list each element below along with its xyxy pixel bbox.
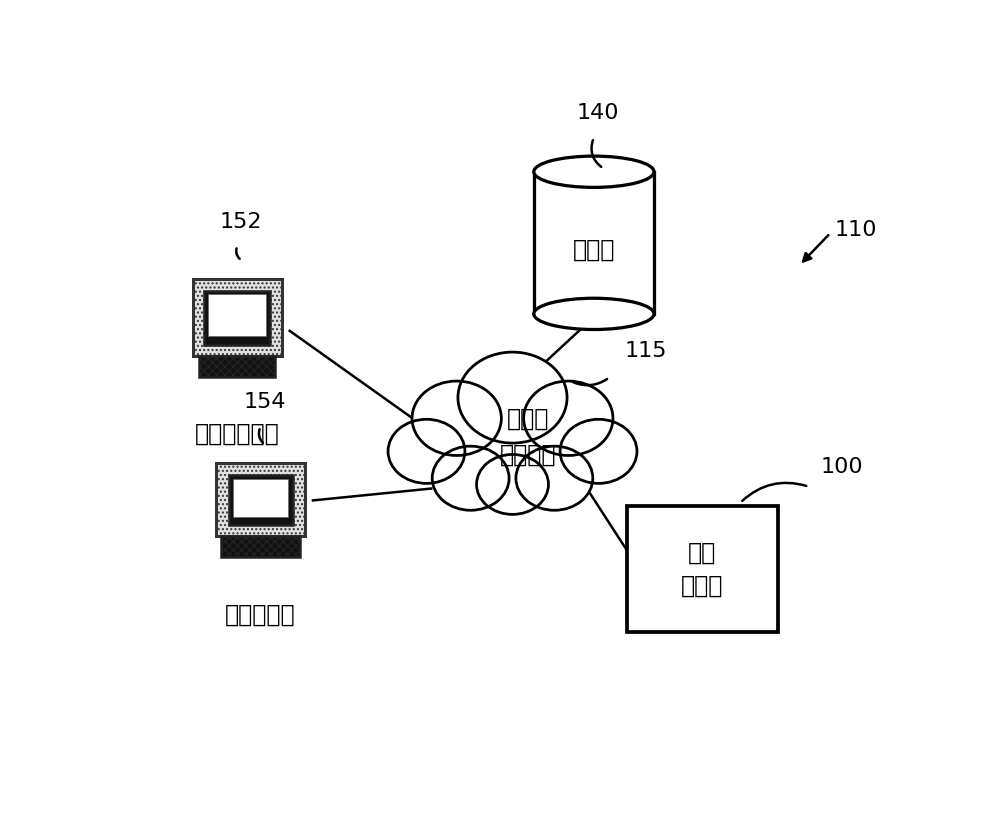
Text: 数据库: 数据库 [573, 237, 615, 261]
Bar [221, 536, 300, 557]
Bar [199, 357, 275, 377]
Ellipse shape [534, 298, 654, 330]
Text: 100: 100 [821, 457, 863, 477]
Text: 152: 152 [220, 211, 262, 232]
Ellipse shape [534, 156, 654, 187]
Text: 154: 154 [243, 393, 286, 413]
Bar [193, 279, 282, 357]
Circle shape [432, 446, 509, 510]
Bar [233, 478, 288, 517]
Text: 物流
服务器: 物流 服务器 [681, 540, 724, 598]
Circle shape [388, 420, 465, 483]
Circle shape [516, 446, 593, 510]
Text: 115: 115 [625, 341, 667, 362]
Circle shape [412, 381, 501, 456]
Circle shape [458, 352, 567, 443]
FancyBboxPatch shape [534, 172, 654, 314]
Text: 140: 140 [576, 103, 619, 123]
Bar [208, 294, 266, 336]
Bar [627, 506, 778, 632]
Circle shape [524, 381, 613, 456]
Text: 台式计算机: 台式计算机 [225, 603, 296, 627]
Bar [216, 463, 305, 536]
Text: 移动计算设备: 移动计算设备 [195, 422, 280, 446]
Bar [204, 291, 270, 345]
Circle shape [477, 455, 548, 514]
Bar [229, 475, 293, 524]
Text: 110: 110 [834, 220, 877, 240]
Text: 一个或
多个网络: 一个或 多个网络 [500, 407, 556, 466]
Circle shape [560, 420, 637, 483]
